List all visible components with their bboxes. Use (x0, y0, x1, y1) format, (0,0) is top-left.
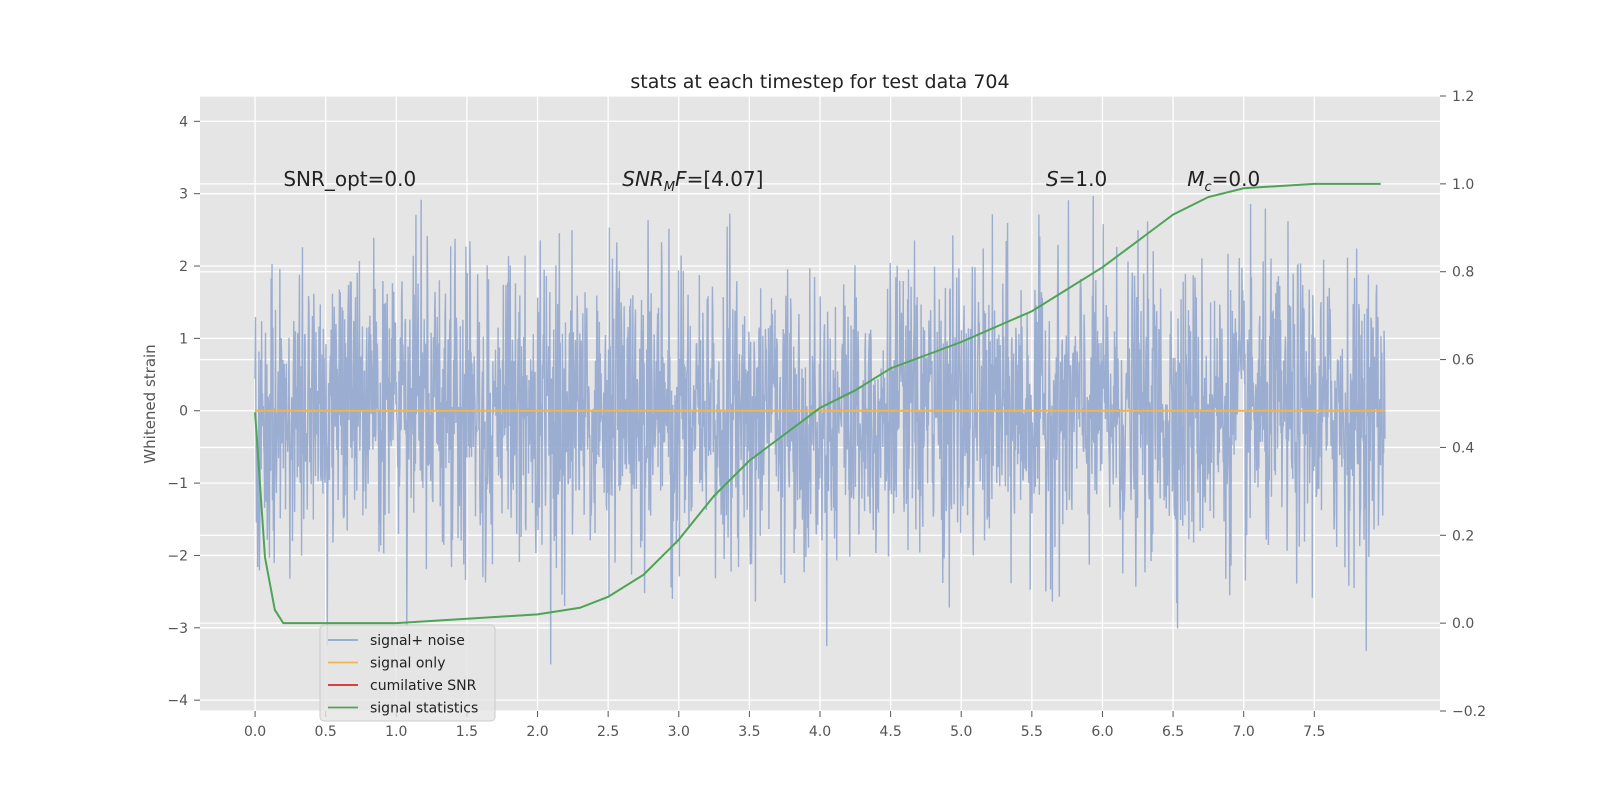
x-tick-label: 7.5 (1303, 724, 1325, 740)
annotation-text: Mc=0.0 (1187, 167, 1260, 195)
x-tick-label: 0.0 (244, 724, 266, 740)
x-tick-label: 2.0 (526, 724, 548, 740)
y2-tick-label: 0.4 (1452, 440, 1474, 456)
y2-tick-label: 0.8 (1452, 265, 1474, 281)
noise-series (254, 196, 1386, 665)
y-tick-label: 3 (179, 187, 188, 203)
y-tick-label: 1 (179, 331, 188, 347)
annotations: SNR_opt=0.0 SNRMF=[4.07] S=1.0 Mc=0.0 (283, 167, 1260, 195)
legend-label: signal only (370, 656, 445, 672)
y2-tick-label: 1.2 (1452, 89, 1474, 105)
y-tick-label: −3 (167, 621, 188, 637)
x-tick-label: 1.5 (456, 724, 478, 740)
x-tick-label: 3.5 (738, 724, 760, 740)
x-tick-label: 5.5 (1021, 724, 1043, 740)
legend-label: signal+ noise (370, 633, 465, 649)
y-tick-label: 0 (179, 404, 188, 420)
y-axis-left: 4 3 2 1 0 −1 −2 −3 −4 (167, 114, 200, 709)
y-tick-label: −4 (167, 693, 188, 709)
x-tick-label: 3.0 (668, 724, 690, 740)
x-tick-label: 4.0 (809, 724, 831, 740)
x-tick-label: 6.0 (1091, 724, 1113, 740)
x-tick-label: 2.5 (597, 724, 619, 740)
chart-title: stats at each timestep for test data 704 (630, 71, 1009, 93)
annotation-text: S=1.0 (1046, 167, 1107, 191)
legend-label: cumilative SNR (370, 678, 477, 694)
x-tick-label: 7.0 (1233, 724, 1255, 740)
legend-box (319, 624, 496, 722)
annotation-text: SNR_opt=0.0 (283, 167, 416, 191)
legend: signal+ noise signal only cumilative SNR si… (319, 624, 496, 722)
y2-tick-label: 0.0 (1452, 616, 1474, 632)
y2-tick-label: 1.0 (1452, 177, 1474, 193)
x-tick-label: 0.5 (315, 724, 337, 740)
x-tick-label: 4.5 (879, 724, 901, 740)
x-tick-label: 6.5 (1162, 724, 1184, 740)
y-tick-label: −2 (167, 548, 188, 564)
x-tick-label: 5.0 (950, 724, 972, 740)
y2-tick-label: 0.6 (1452, 353, 1474, 369)
y-axis-label: Whitened strain (141, 344, 159, 463)
line-series (254, 182, 1385, 625)
legend-label: signal statistics (370, 701, 478, 717)
y-tick-label: 4 (179, 114, 188, 130)
y-tick-label: 2 (179, 259, 188, 275)
y-tick-label: −1 (167, 476, 188, 492)
y2-tick-label: −0.2 (1452, 704, 1486, 720)
y2-tick-label: 0.2 (1452, 528, 1474, 544)
x-tick-label: 1.0 (385, 724, 407, 740)
x-axis: 0.0 0.5 1.0 1.5 2.0 2.5 3.0 3.5 4.0 4.5 5.0 5.5 6.0 6… (244, 711, 1325, 740)
series-line-signal-noise (254, 196, 1386, 665)
y-axis-right: 1.2 1.0 0.8 0.6 0.4 0.2 0.0 −0.2 (1440, 89, 1486, 720)
series-line-signal-statistics (254, 182, 1381, 625)
annotation-text: SNRMF=[4.07] (622, 167, 763, 195)
